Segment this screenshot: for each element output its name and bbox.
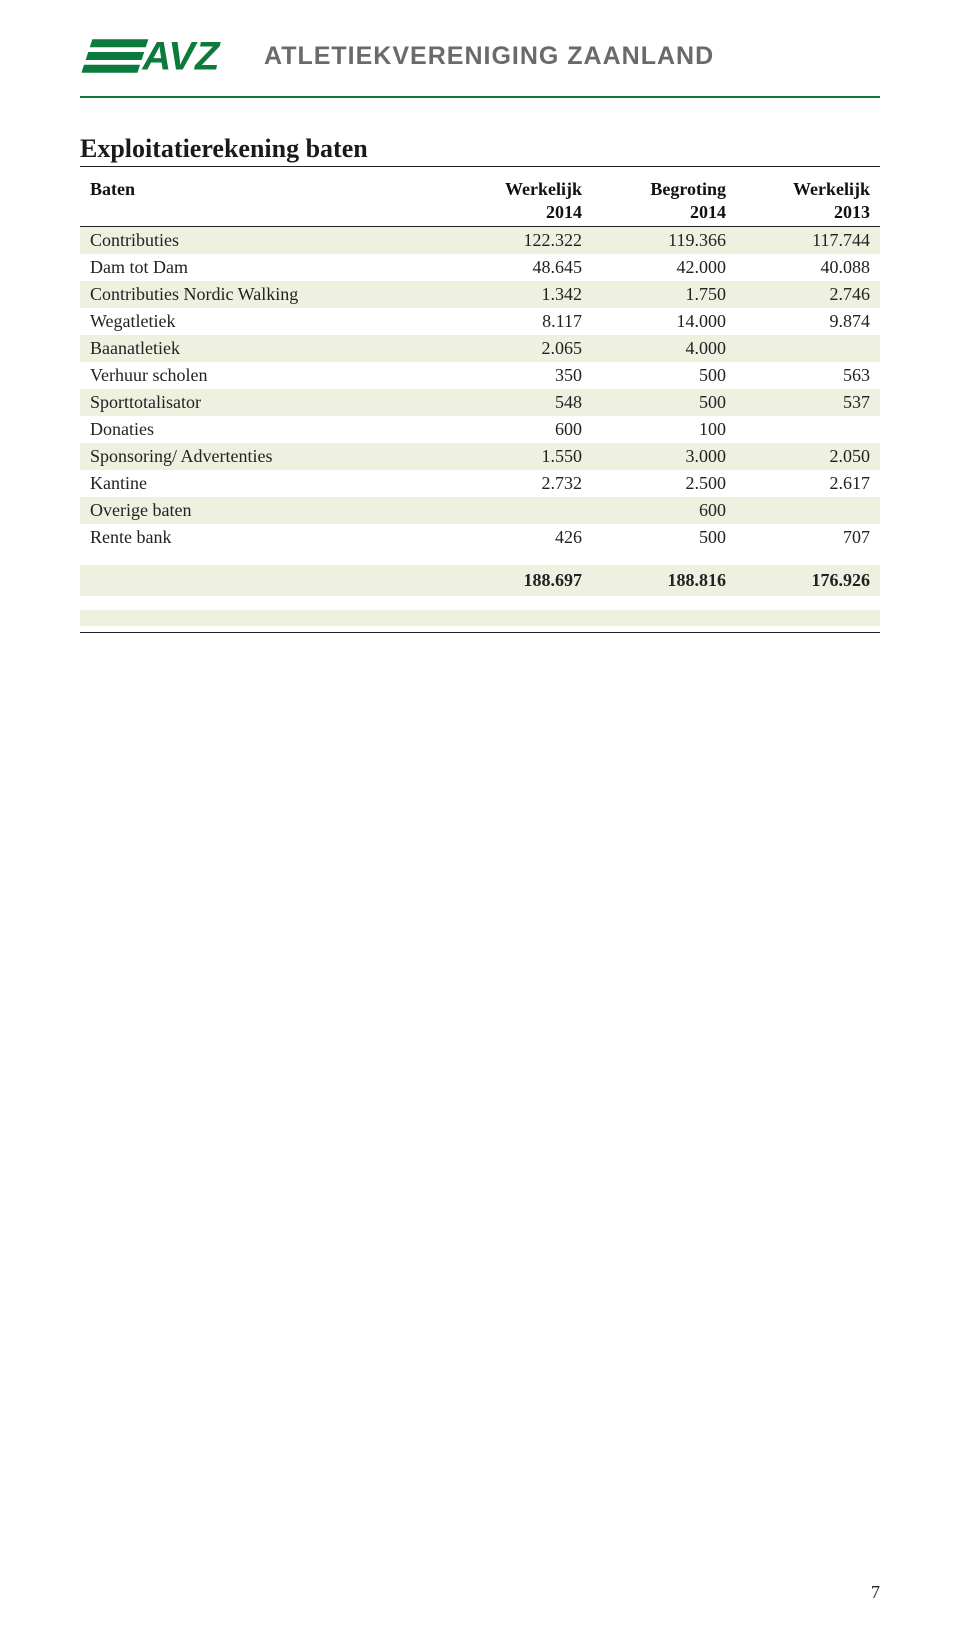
table-row: Donaties600100 — [80, 416, 880, 443]
totals-cell: 176.926 — [736, 565, 880, 596]
row-value: 1.550 — [448, 443, 592, 470]
row-value: 4.000 — [592, 335, 736, 362]
row-value: 2.746 — [736, 281, 880, 308]
row-value — [736, 335, 880, 362]
page-number: 7 — [871, 1582, 880, 1603]
row-value: 122.322 — [448, 227, 592, 255]
trailer-row — [80, 610, 880, 626]
row-label: Contributies — [80, 227, 448, 255]
logo: AVZ — [80, 28, 240, 84]
row-label: Wegatletiek — [80, 308, 448, 335]
totals-cell: 188.816 — [592, 565, 736, 596]
table-row: Baanatletiek2.0654.000 — [80, 335, 880, 362]
table-row: Wegatletiek8.11714.0009.874 — [80, 308, 880, 335]
row-value: 8.117 — [448, 308, 592, 335]
col-header: 2014 — [448, 202, 592, 227]
totals-label — [80, 565, 448, 596]
row-label: Baanatletiek — [80, 335, 448, 362]
row-value: 100 — [592, 416, 736, 443]
table-row: Dam tot Dam48.64542.00040.088 — [80, 254, 880, 281]
col-header: Werkelijk — [736, 175, 880, 202]
table-row: Contributies Nordic Walking1.3421.7502.7… — [80, 281, 880, 308]
row-label: Sporttotalisator — [80, 389, 448, 416]
table-header-row-1: Baten Werkelijk Begroting Werkelijk — [80, 175, 880, 202]
row-value: 1.750 — [592, 281, 736, 308]
table-row: Sporttotalisator548500537 — [80, 389, 880, 416]
row-value: 537 — [736, 389, 880, 416]
table-header-row-2: 2014 2014 2013 — [80, 202, 880, 227]
page: AVZ ATLETIEKVERENIGING ZAANLAND Exploita… — [0, 0, 960, 1625]
row-value: 350 — [448, 362, 592, 389]
spacer-row — [80, 551, 880, 565]
section-title: Exploitatierekening baten — [80, 134, 880, 167]
svg-text:AVZ: AVZ — [141, 35, 221, 79]
row-value: 1.342 — [448, 281, 592, 308]
col-header-label: Baten — [80, 175, 448, 202]
row-value — [736, 497, 880, 524]
row-value: 2.500 — [592, 470, 736, 497]
row-value: 707 — [736, 524, 880, 551]
col-header: 2014 — [592, 202, 736, 227]
table-row: Verhuur scholen350500563 — [80, 362, 880, 389]
row-label: Overige baten — [80, 497, 448, 524]
row-value: 48.645 — [448, 254, 592, 281]
row-value: 500 — [592, 389, 736, 416]
row-label: Kantine — [80, 470, 448, 497]
row-value: 500 — [592, 524, 736, 551]
row-value: 600 — [448, 416, 592, 443]
totals-row: 188.697 188.816 176.926 — [80, 565, 880, 596]
row-value: 2.617 — [736, 470, 880, 497]
table-row: Kantine2.7322.5002.617 — [80, 470, 880, 497]
row-value: 119.366 — [592, 227, 736, 255]
row-value: 117.744 — [736, 227, 880, 255]
table-row: Sponsoring/ Advertenties1.5503.0002.050 — [80, 443, 880, 470]
row-value: 2.732 — [448, 470, 592, 497]
col-header: 2013 — [736, 202, 880, 227]
row-value: 3.000 — [592, 443, 736, 470]
row-value: 563 — [736, 362, 880, 389]
row-label: Rente bank — [80, 524, 448, 551]
col-header: Begroting — [592, 175, 736, 202]
row-label: Donaties — [80, 416, 448, 443]
table-row: Rente bank426500707 — [80, 524, 880, 551]
row-value: 42.000 — [592, 254, 736, 281]
table-row: Overige baten 600 — [80, 497, 880, 524]
row-value: 14.000 — [592, 308, 736, 335]
row-value: 600 — [592, 497, 736, 524]
header: AVZ ATLETIEKVERENIGING ZAANLAND — [80, 0, 880, 98]
row-value — [448, 497, 592, 524]
row-label: Verhuur scholen — [80, 362, 448, 389]
row-label: Dam tot Dam — [80, 254, 448, 281]
org-title: ATLETIEKVERENIGING ZAANLAND — [264, 42, 714, 71]
spacer-row — [80, 596, 880, 610]
row-label: Sponsoring/ Advertenties — [80, 443, 448, 470]
col-header-empty — [80, 202, 448, 227]
baten-table: Baten Werkelijk Begroting Werkelijk 2014… — [80, 175, 880, 626]
row-value: 2.065 — [448, 335, 592, 362]
totals-cell: 188.697 — [448, 565, 592, 596]
row-label: Contributies Nordic Walking — [80, 281, 448, 308]
row-value: 2.050 — [736, 443, 880, 470]
row-value: 9.874 — [736, 308, 880, 335]
row-value — [736, 416, 880, 443]
row-value: 500 — [592, 362, 736, 389]
row-value: 548 — [448, 389, 592, 416]
row-value: 426 — [448, 524, 592, 551]
table-row: Contributies122.322119.366117.744 — [80, 227, 880, 255]
col-header: Werkelijk — [448, 175, 592, 202]
table-end-rule — [80, 632, 880, 633]
row-value: 40.088 — [736, 254, 880, 281]
